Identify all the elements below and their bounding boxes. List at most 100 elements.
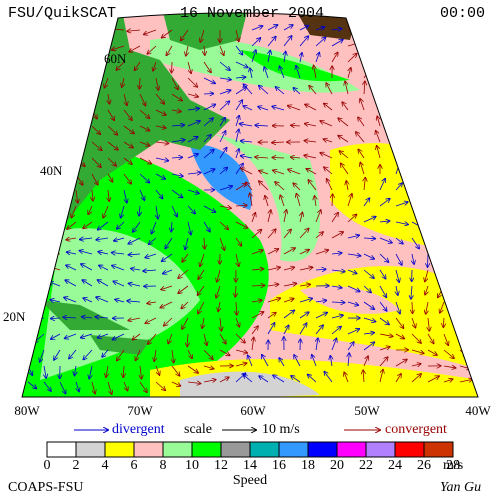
wind-arrow [64,28,77,30]
wind-arrow [123,381,128,391]
wind-arrow [395,133,396,143]
wind-arrow [187,108,199,110]
wind-arrow [475,168,478,175]
wind-arrow [123,189,127,203]
wind-arrow [51,333,61,339]
wind-arrow [203,169,215,175]
colorbar-tick-label: 6 [131,458,138,473]
wind-arrow [459,333,463,346]
wind-arrow [320,153,333,159]
wind-arrow [306,169,317,175]
wind-arrow [363,333,374,334]
wind-arrow [275,182,285,191]
wind-arrow [197,285,205,295]
wind-arrow [107,173,113,182]
wind-arrow [459,135,467,143]
wind-arrow [76,93,78,106]
wind-arrow [459,221,466,231]
wind-arrow [172,349,174,363]
author: Yan Gu [440,480,481,495]
wind-arrow [341,163,349,175]
wind-arrow [267,267,280,270]
wind-arrow [114,238,125,241]
wind-arrow [67,252,77,254]
wind-arrow [88,205,93,214]
wind-arrow [304,141,317,142]
wind-arrow [411,148,415,159]
colorbar-box [336,441,367,458]
wind-arrow [135,349,141,360]
wind-arrow [171,189,183,198]
wind-arrow [259,181,269,191]
colorbar-box [220,441,251,458]
wind-arrow [102,349,109,357]
wind-arrow [155,93,164,104]
wind-arrow [218,301,220,311]
wind-arrow [65,280,77,287]
wind-arrow [187,333,188,346]
wind-arrow [24,221,29,234]
wind-arrow [161,285,173,290]
wind-arrow [251,285,265,286]
wind-arrow [338,118,349,127]
wind-arrow [43,141,56,146]
wind-arrow [443,221,452,232]
wind-arrow [200,253,205,266]
wind-arrow [198,269,205,279]
wind-arrow [98,280,109,287]
wind-arrow [315,250,328,255]
wind-arrow [203,77,215,83]
wind-arrow [66,61,77,70]
wind-arrow [219,168,227,175]
wind-arrow [204,237,205,249]
colorbar-box [423,441,454,458]
wind-arrow [219,349,230,355]
wind-arrow [395,74,407,79]
wind-arrow [91,157,101,167]
wind-arrow [151,221,157,234]
wind-arrow [217,269,221,282]
wind-arrow [444,237,446,249]
wind-arrow [475,117,478,127]
wind-arrow [43,109,54,118]
wind-arrow [331,29,342,30]
wind-arrow [258,107,269,111]
wind-arrow [236,29,239,41]
wind-arrow [27,349,28,359]
wind-arrow [203,61,211,72]
wind-arrow [470,301,477,312]
wind-arrow [379,347,390,351]
wind-arrow [32,269,45,270]
wind-arrow [153,61,156,71]
wind-arrow [364,178,365,191]
wind-arrow [103,205,109,218]
wind-arrow [22,253,29,259]
source: FSU/QuikSCAT [8,5,116,22]
wind-arrow [59,109,68,119]
wind-arrow [59,381,66,394]
wind-arrow [347,194,352,207]
wind-arrow [187,121,200,127]
wind-arrow [198,301,205,313]
colorbar-tick-label: 20 [330,458,344,473]
wind-arrow [139,205,140,216]
wind-arrow [267,298,280,303]
wind-arrow [331,52,338,63]
wind-arrow [395,359,407,367]
wind-arrow [379,269,386,279]
wind-arrow [243,84,253,95]
wind-arrow [358,117,365,127]
longitude-label: 50W [354,403,380,418]
wind-arrow [427,186,440,191]
wind-arrow [219,237,224,250]
wind-arrow [139,77,140,89]
date: 16 November 2004 [180,5,324,22]
wind-arrow [23,333,29,342]
colorbar-tick-label: 12 [214,458,228,473]
wind-arrow [181,301,189,308]
wind-arrow [107,381,112,394]
wind-arrow [160,301,173,308]
wind-arrow [331,338,336,351]
wind-arrow [475,205,478,213]
wind-arrow [459,119,468,127]
